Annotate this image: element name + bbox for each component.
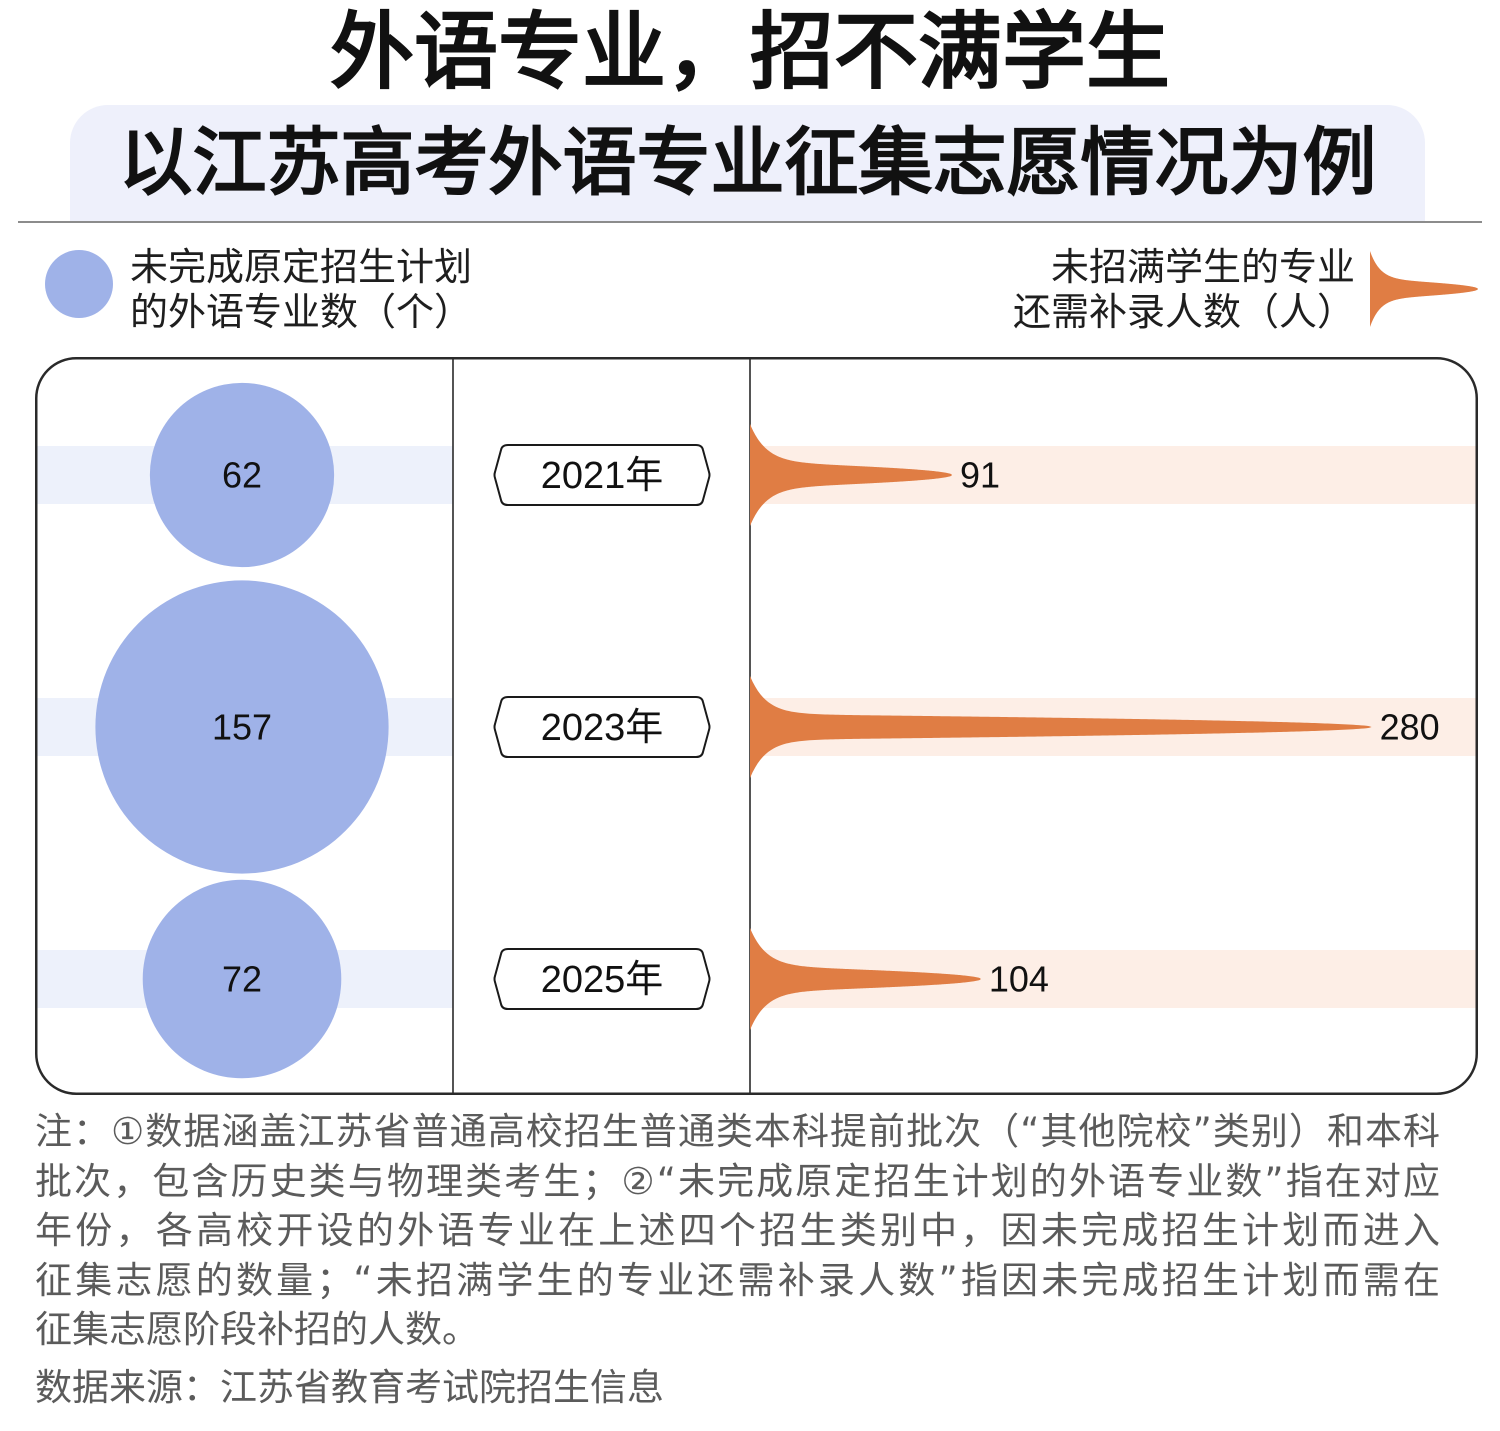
- year-label-2023: 2023年: [541, 707, 664, 749]
- bubble-label-2021: 62: [222, 455, 262, 496]
- bubble-label-2025: 72: [222, 959, 262, 1000]
- footnote-line: 征集志愿阶段补招的人数。: [35, 1308, 479, 1351]
- footnote-line: 批次，包含历史类与物理类考生；②“未完成原定招生计划的外语专业数”指在对应: [35, 1159, 1440, 1203]
- spike-label-2025: 104: [989, 959, 1049, 1000]
- spike-2025: [750, 928, 981, 1030]
- footnote-line: 注：①数据涵盖江苏省普通高校招生普通类本科提前批次（“其他院校”类别）和本科: [35, 1110, 1440, 1153]
- footnotes: 注：①数据涵盖江苏省普通高校招生普通类本科提前批次（“其他院校”类别）和本科 批…: [35, 1107, 1440, 1355]
- header-divider: [18, 221, 1482, 223]
- chart: 62 2021年 91 157 2023年 280 72 2025年 104: [35, 357, 1478, 1095]
- subtitle-band: 以江苏高考外语专业征集志愿情况为例: [70, 105, 1425, 222]
- year-box-2023: [493, 696, 711, 758]
- year-box-2025: [493, 948, 711, 1010]
- year-label-2025: 2025年: [541, 959, 664, 1001]
- year-box-2021: [493, 444, 711, 506]
- spike-2023: [750, 676, 1372, 778]
- legend-spike-shape: [1370, 251, 1478, 327]
- bubble-2025: [142, 879, 342, 1079]
- chart-marks: 62 2021年 91 157 2023年 280 72 2025年 104: [95, 382, 1440, 1079]
- data-source: 数据来源：江苏省教育考试院招生信息: [35, 1366, 664, 1409]
- spike-label-2023: 280: [1380, 707, 1440, 748]
- legend-bubble-icon: [45, 250, 113, 318]
- legend-spike-icon: [1370, 251, 1478, 327]
- legend-bubbles-line: 的外语专业数（个）: [130, 290, 473, 334]
- page-subtitle: 以江苏高考外语专业征集志愿情况为例: [118, 120, 1377, 206]
- legend-bubbles-label: 未完成原定招生计划 的外语专业数（个）: [130, 245, 472, 335]
- legend-spikes-line: 还需补录人数（人）: [1012, 290, 1355, 334]
- bubble-2021: [149, 382, 335, 568]
- spike-2021: [750, 424, 953, 526]
- bubble-2023: [95, 580, 389, 874]
- legend-spikes-label: 未招满学生的专业 还需补录人数（人）: [960, 245, 1355, 335]
- chart-frame: [35, 357, 1478, 1095]
- page-title: 外语专业，招不满学生: [329, 3, 1170, 101]
- spike-label-2021: 91: [960, 455, 1000, 496]
- legend-bubbles-line: 未完成原定招生计划: [130, 245, 473, 289]
- footnote-line: 年份，各高校开设的外语专业在上述四个招生类别中，因未完成招生计划而进入: [35, 1209, 1440, 1252]
- legend-spikes-line: 未招满学生的专业: [1050, 245, 1355, 289]
- year-label-2021: 2021年: [541, 455, 664, 497]
- bubble-label-2023: 157: [212, 707, 272, 748]
- footnote-line: 征集志愿的数量；“未招满学生的专业还需补录人数”指因未完成招生计划而需在: [35, 1258, 1440, 1302]
